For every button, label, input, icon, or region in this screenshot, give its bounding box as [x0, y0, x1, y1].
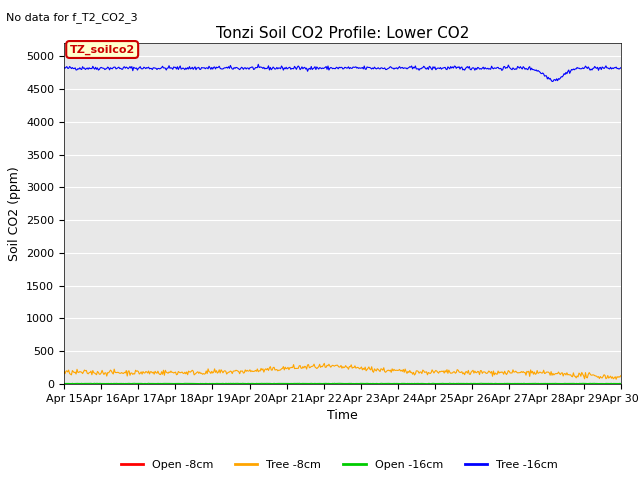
Tree -16cm — [255, 61, 262, 67]
Open -8cm — [60, 381, 68, 387]
Y-axis label: Soil CO2 (ppm): Soil CO2 (ppm) — [8, 166, 20, 261]
Text: TZ_soilco2: TZ_soilco2 — [70, 44, 135, 55]
Open -16cm — [388, 381, 396, 386]
Tree -8cm — [389, 368, 397, 374]
Title: Tonzi Soil CO2 Profile: Lower CO2: Tonzi Soil CO2 Profile: Lower CO2 — [216, 25, 469, 41]
Tree -16cm — [313, 64, 321, 70]
Open -16cm — [446, 380, 454, 386]
Open -16cm — [481, 381, 489, 386]
Tree -8cm — [617, 373, 625, 379]
Tree -16cm — [433, 66, 440, 72]
Tree -16cm — [60, 65, 68, 71]
Open -16cm — [433, 381, 440, 386]
Tree -16cm — [389, 65, 397, 71]
Tree -8cm — [433, 368, 440, 374]
Open -8cm — [617, 381, 625, 387]
Line: Tree -16cm: Tree -16cm — [64, 64, 621, 82]
Open -16cm — [312, 381, 320, 386]
Open -8cm — [388, 381, 396, 387]
Tree -8cm — [159, 372, 166, 377]
Tree -16cm — [159, 63, 166, 69]
Open -8cm — [204, 381, 211, 387]
Line: Tree -8cm: Tree -8cm — [64, 363, 621, 379]
Open -16cm — [424, 381, 431, 386]
Legend: Open -8cm, Tree -8cm, Open -16cm, Tree -16cm: Open -8cm, Tree -8cm, Open -16cm, Tree -… — [116, 456, 563, 474]
Tree -16cm — [204, 65, 211, 71]
Open -16cm — [60, 381, 68, 386]
Tree -8cm — [312, 365, 320, 371]
Tree -16cm — [549, 79, 557, 84]
Open -8cm — [159, 381, 166, 387]
Open -16cm — [159, 381, 166, 386]
Tree -8cm — [204, 371, 211, 376]
X-axis label: Time: Time — [327, 409, 358, 422]
Tree -16cm — [617, 65, 625, 71]
Open -8cm — [432, 381, 440, 387]
Tree -8cm — [612, 376, 620, 382]
Open -8cm — [479, 381, 487, 387]
Open -8cm — [312, 381, 320, 387]
Tree -16cm — [480, 66, 488, 72]
Tree -8cm — [321, 360, 328, 366]
Open -16cm — [617, 381, 625, 386]
Tree -8cm — [60, 369, 68, 374]
Open -16cm — [204, 381, 211, 386]
Tree -8cm — [480, 369, 488, 375]
Text: No data for f_T2_CO2_3: No data for f_T2_CO2_3 — [6, 12, 138, 23]
